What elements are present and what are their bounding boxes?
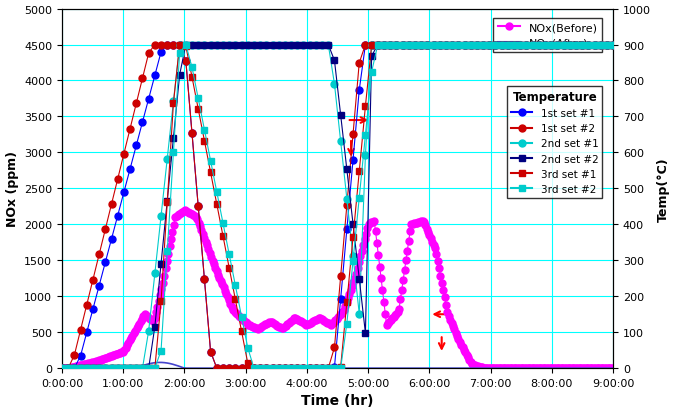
3rd set #1 xyxy=(591,43,599,48)
3rd set #1 xyxy=(232,297,240,302)
NOx(Before) xyxy=(58,366,66,371)
3rd set #2 xyxy=(591,43,599,48)
1st set #1 xyxy=(609,43,617,48)
NOx(Before) xyxy=(277,326,286,331)
Legend: 1st set #1, 1st set #2, 2nd set #1, 2nd set #2, 3rd set #1, 3rd set #2: 1st set #1, 1st set #2, 2nd set #1, 2nd … xyxy=(507,86,603,199)
3rd set #1 xyxy=(176,43,184,48)
Line: NOx(Before): NOx(Before) xyxy=(59,207,617,372)
3rd set #1 xyxy=(132,366,140,371)
2nd set #2 xyxy=(448,43,456,48)
Line: 1st set #1: 1st set #1 xyxy=(59,42,617,372)
2nd set #1 xyxy=(182,43,190,48)
1st set #2 xyxy=(448,43,456,48)
3rd set #2 xyxy=(182,43,190,48)
1st set #1 xyxy=(232,366,240,371)
NOx(After) xyxy=(207,366,215,371)
Line: NOx(After): NOx(After) xyxy=(62,363,613,368)
1st set #1 xyxy=(163,43,171,48)
2nd set #2 xyxy=(132,366,140,371)
3rd set #2 xyxy=(58,366,66,371)
Line: 2nd set #2: 2nd set #2 xyxy=(59,42,617,372)
NOx(After) xyxy=(155,360,163,365)
Line: 3rd set #1: 3rd set #1 xyxy=(59,42,617,372)
NOx(Before) xyxy=(406,229,414,234)
3rd set #1 xyxy=(535,43,543,48)
1st set #2 xyxy=(151,43,159,48)
1st set #2 xyxy=(58,366,66,371)
2nd set #2 xyxy=(522,43,531,48)
3rd set #2 xyxy=(522,43,531,48)
NOx(After) xyxy=(80,366,88,371)
2nd set #1 xyxy=(591,43,599,48)
3rd set #2 xyxy=(232,283,240,288)
1st set #1 xyxy=(591,43,599,48)
2nd set #1 xyxy=(535,43,543,48)
NOx(Before) xyxy=(181,208,189,213)
NOx(After) xyxy=(584,366,592,371)
1st set #1 xyxy=(522,43,531,48)
1st set #2 xyxy=(609,43,617,48)
3rd set #1 xyxy=(448,43,456,48)
1st set #2 xyxy=(591,43,599,48)
2nd set #1 xyxy=(132,366,140,371)
3rd set #1 xyxy=(522,43,531,48)
NOx(After) xyxy=(58,366,66,371)
2nd set #2 xyxy=(182,43,190,48)
1st set #1 xyxy=(58,366,66,371)
2nd set #1 xyxy=(522,43,531,48)
1st set #1 xyxy=(535,43,543,48)
NOx(After) xyxy=(91,366,99,371)
3rd set #1 xyxy=(58,366,66,371)
X-axis label: Time (hr): Time (hr) xyxy=(301,394,374,408)
Y-axis label: Temp(°C): Temp(°C) xyxy=(657,157,670,221)
NOx(After) xyxy=(163,361,171,366)
1st set #2 xyxy=(522,43,531,48)
2nd set #1 xyxy=(232,43,240,48)
2nd set #2 xyxy=(58,366,66,371)
NOx(Before) xyxy=(239,317,247,322)
Line: 1st set #2: 1st set #2 xyxy=(59,42,617,372)
1st set #2 xyxy=(132,102,140,107)
NOx(Before) xyxy=(609,366,617,371)
2nd set #2 xyxy=(591,43,599,48)
NOx(After) xyxy=(609,366,617,371)
Y-axis label: NOx (ppm): NOx (ppm) xyxy=(5,151,18,227)
3rd set #2 xyxy=(448,43,456,48)
NOx(Before) xyxy=(124,340,132,345)
NOx(Before) xyxy=(460,348,468,353)
2nd set #1 xyxy=(609,43,617,48)
2nd set #2 xyxy=(535,43,543,48)
1st set #2 xyxy=(232,366,240,371)
1st set #2 xyxy=(535,43,543,48)
NOx(Before) xyxy=(457,343,465,348)
2nd set #1 xyxy=(448,43,456,48)
1st set #1 xyxy=(132,144,140,149)
3rd set #2 xyxy=(535,43,543,48)
NOx(After) xyxy=(565,366,573,371)
Line: 2nd set #1: 2nd set #1 xyxy=(59,42,617,372)
2nd set #1 xyxy=(58,366,66,371)
3rd set #2 xyxy=(132,366,140,371)
2nd set #2 xyxy=(609,43,617,48)
2nd set #2 xyxy=(232,43,240,48)
1st set #1 xyxy=(448,43,456,48)
3rd set #2 xyxy=(609,43,617,48)
3rd set #1 xyxy=(609,43,617,48)
Line: 3rd set #2: 3rd set #2 xyxy=(59,42,617,372)
